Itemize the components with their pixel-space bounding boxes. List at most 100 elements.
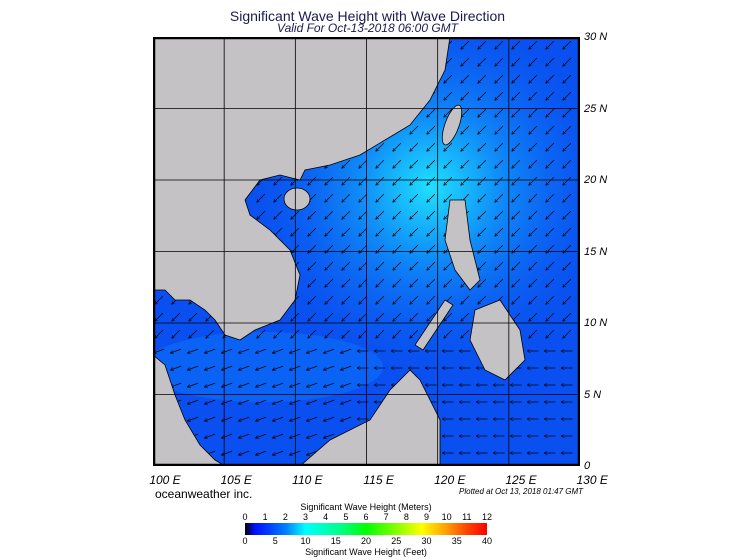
wave-direction-arrow: [325, 210, 334, 219]
wave-direction-arrow: [410, 312, 419, 321]
wave-direction-arrow: [461, 329, 470, 338]
map-title: Significant Wave Height with Wave Direct…: [229, 8, 506, 24]
wave-direction-arrow: [239, 433, 250, 438]
wave-direction-arrow: [427, 142, 436, 151]
wave-direction-arrow: [478, 193, 487, 202]
wave-direction-arrow: [478, 227, 487, 236]
meters-tick: 10: [441, 512, 452, 522]
lon-label: 115 E: [363, 473, 394, 487]
wave-direction-arrow: [325, 295, 334, 304]
wave-direction-arrow: [546, 261, 555, 270]
wave-direction-arrow: [342, 261, 351, 270]
wave-direction-arrow: [427, 108, 436, 117]
wave-direction-arrow: [478, 108, 487, 117]
wave-direction-arrow: [273, 365, 284, 370]
wave-direction-arrow: [205, 382, 216, 387]
wave-direction-arrow: [512, 74, 521, 83]
wave-direction-arrow: [359, 261, 368, 270]
wave-direction-arrow: [563, 57, 572, 66]
meters-tick: 2: [282, 512, 288, 522]
wave-direction-arrow: [461, 40, 470, 49]
wave-direction-arrow: [512, 210, 521, 219]
wave-direction-arrow: [427, 312, 436, 321]
meters-tick: 1: [262, 512, 268, 522]
wave-direction-arrow: [495, 91, 504, 100]
wave-direction-arrow: [546, 329, 555, 338]
wave-direction-arrow: [563, 74, 572, 83]
feet-tick: 15: [330, 536, 341, 546]
map-valid-time: Valid For Oct-13-2018 06:00 GMT: [277, 21, 458, 35]
wave-direction-arrow: [273, 399, 284, 404]
wave-direction-arrow: [529, 125, 538, 134]
wave-direction-arrow: [325, 261, 334, 270]
wave-direction-arrow: [495, 40, 504, 49]
wave-direction-arrow: [512, 91, 521, 100]
wave-direction-arrow: [410, 329, 419, 338]
wave-direction-arrow: [393, 278, 402, 287]
wave-direction-arrow: [274, 193, 283, 202]
wave-direction-arrow: [273, 433, 284, 438]
wave-direction-arrow: [563, 193, 572, 202]
wave-direction-arrow: [478, 125, 487, 134]
wave-direction-arrow: [393, 261, 402, 270]
wave-direction-arrow: [563, 108, 572, 117]
wave-direction-arrow: [359, 176, 368, 185]
wave-direction-arrow: [444, 176, 453, 185]
wave-direction-arrow: [546, 278, 555, 287]
lat-label: 10 N: [584, 317, 608, 329]
wave-direction-arrow: [546, 74, 555, 83]
wave-direction-arrow: [222, 382, 233, 387]
wave-direction-arrow: [529, 40, 538, 49]
wave-direction-arrow: [155, 295, 164, 304]
wave-direction-arrow: [546, 40, 555, 49]
wave-direction-arrow: [257, 193, 266, 202]
lat-label: 5 N: [584, 388, 602, 401]
wave-direction-arrow: [563, 159, 572, 168]
wave-direction-arrow: [478, 40, 487, 49]
meters-tick: 0: [242, 512, 248, 522]
wave-direction-arrow: [478, 278, 487, 287]
wave-direction-arrow: [171, 382, 182, 387]
wave-direction-arrow: [325, 329, 334, 338]
meters-tick: 6: [363, 512, 369, 522]
wave-direction-arrow: [188, 365, 199, 370]
wave-direction-arrow: [478, 210, 487, 219]
wave-direction-arrow: [239, 450, 250, 455]
wave-direction-arrow: [427, 176, 436, 185]
meters-tick: 9: [423, 512, 429, 522]
wave-direction-arrow: [410, 261, 419, 270]
brand-text: oceanweather inc.: [155, 487, 253, 501]
plotted-time: Plotted at Oct 13, 2018 01:47 GMT: [459, 487, 584, 496]
wave-direction-arrow: [495, 125, 504, 134]
land: [153, 37, 526, 466]
wave-direction-arrow: [529, 329, 538, 338]
wave-direction-arrow: [273, 348, 284, 353]
wave-direction-arrow: [341, 365, 352, 370]
wave-direction-arrow: [154, 348, 165, 353]
wave-direction-arrow: [308, 312, 317, 321]
wave-direction-arrow: [308, 210, 317, 219]
legend-feet-title: Significant Wave Height (Feet): [305, 547, 427, 557]
wave-direction-arrow: [563, 176, 572, 185]
wave-direction-arrow: [410, 295, 419, 304]
wave-direction-arrow: [376, 227, 385, 236]
wave-direction-arrow: [546, 57, 555, 66]
wave-direction-arrow: [563, 210, 572, 219]
wave-direction-arrow: [478, 176, 487, 185]
wave-direction-arrow: [188, 348, 199, 353]
wave-direction-arrow: [410, 193, 419, 202]
wave-direction-arrow: [256, 348, 267, 353]
taiwan-island: [441, 104, 463, 146]
wave-direction-arrow: [410, 227, 419, 236]
wave-direction-arrow: [274, 176, 283, 185]
wave-direction-arrow: [546, 312, 555, 321]
wave-direction-arrow: [495, 142, 504, 151]
wave-direction-arrow: [512, 142, 521, 151]
wave-direction-arrow: [155, 329, 164, 338]
wave-direction-arrow: [256, 450, 267, 455]
wave-direction-arrow: [461, 176, 470, 185]
wave-direction-arrow: [307, 450, 318, 455]
wave-direction-arrow: [205, 365, 216, 370]
wave-direction-arrow: [256, 365, 267, 370]
wave-direction-arrow: [512, 40, 521, 49]
